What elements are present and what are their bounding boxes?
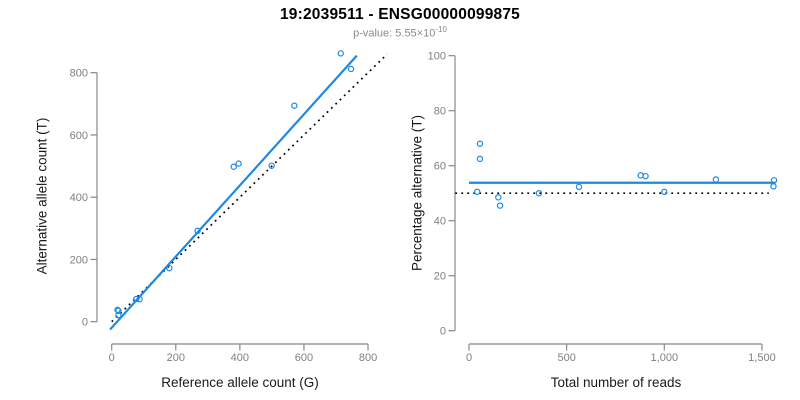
data-point	[476, 155, 484, 163]
x-tick-label: 1,500	[748, 352, 776, 364]
data-point	[136, 296, 143, 303]
x-tick-label: 1,000	[651, 352, 679, 364]
data-point	[642, 172, 649, 180]
y-tick-label: 40	[434, 216, 446, 228]
plot-subtitle: p-value: 5.55×10-10	[0, 25, 800, 40]
data-point	[770, 177, 778, 184]
y-tick-label: 0	[440, 326, 446, 338]
data-point	[133, 295, 140, 303]
data-point	[535, 189, 543, 197]
right-plot-panel: 0 20 40 60 80 100 0 500 1,000 1,500	[428, 51, 778, 364]
data-point	[661, 188, 668, 196]
data-point	[575, 183, 583, 191]
y-tick-label: 100	[428, 51, 446, 63]
data-point	[230, 163, 237, 170]
y-tick-label: 80	[434, 106, 446, 118]
identity-line	[111, 53, 388, 323]
data-point	[474, 188, 481, 196]
data-point	[268, 162, 275, 169]
pvalue-text: p-value: 5.55×10	[353, 27, 436, 40]
y-tick-label: 20	[434, 271, 446, 283]
y-tick-label: 60	[434, 161, 446, 173]
data-point	[114, 306, 121, 314]
data-point	[291, 102, 298, 109]
plot-title: 19:2039511 - ENSG00000099875	[279, 6, 520, 23]
right-points	[474, 140, 778, 209]
data-point	[115, 307, 122, 315]
regression-line	[109, 54, 358, 331]
x-tick-label: 200	[167, 352, 185, 364]
data-point	[166, 264, 173, 272]
x-tick-label: 0	[109, 352, 115, 364]
right-xaxis-label: Total number of reads	[550, 375, 682, 390]
x-tick-label: 0	[466, 352, 472, 364]
left-xaxis-label: Reference allele count (G)	[161, 375, 319, 390]
left-plot-panel: 0 200 400 600 800 0 200 400 600 800	[70, 50, 388, 364]
data-point	[194, 227, 201, 235]
y-tick-label: 600	[70, 130, 88, 142]
right-lines	[455, 181, 776, 195]
data-point	[347, 65, 355, 73]
data-point	[496, 202, 504, 209]
x-tick-label: 400	[231, 352, 249, 364]
data-point	[712, 176, 720, 183]
y-tick-label: 800	[70, 68, 88, 80]
data-point	[476, 140, 484, 147]
pvalue-exponent: -10	[435, 25, 447, 34]
data-point	[235, 160, 242, 167]
left-lines	[109, 53, 388, 331]
data-point	[337, 50, 344, 57]
x-tick-label: 800	[359, 352, 377, 364]
left-points	[114, 50, 355, 319]
x-tick-label: 500	[557, 352, 575, 364]
left-yaxis-label: Alternative allele count (T)	[34, 117, 50, 275]
right-yaxis-label: Percentage alternative (T)	[409, 114, 425, 272]
y-tick-label: 0	[82, 317, 88, 329]
x-tick-label: 600	[295, 352, 313, 364]
data-point	[770, 183, 777, 190]
y-tick-label: 200	[70, 254, 88, 266]
data-point	[495, 194, 502, 201]
y-tick-label: 400	[70, 192, 88, 204]
